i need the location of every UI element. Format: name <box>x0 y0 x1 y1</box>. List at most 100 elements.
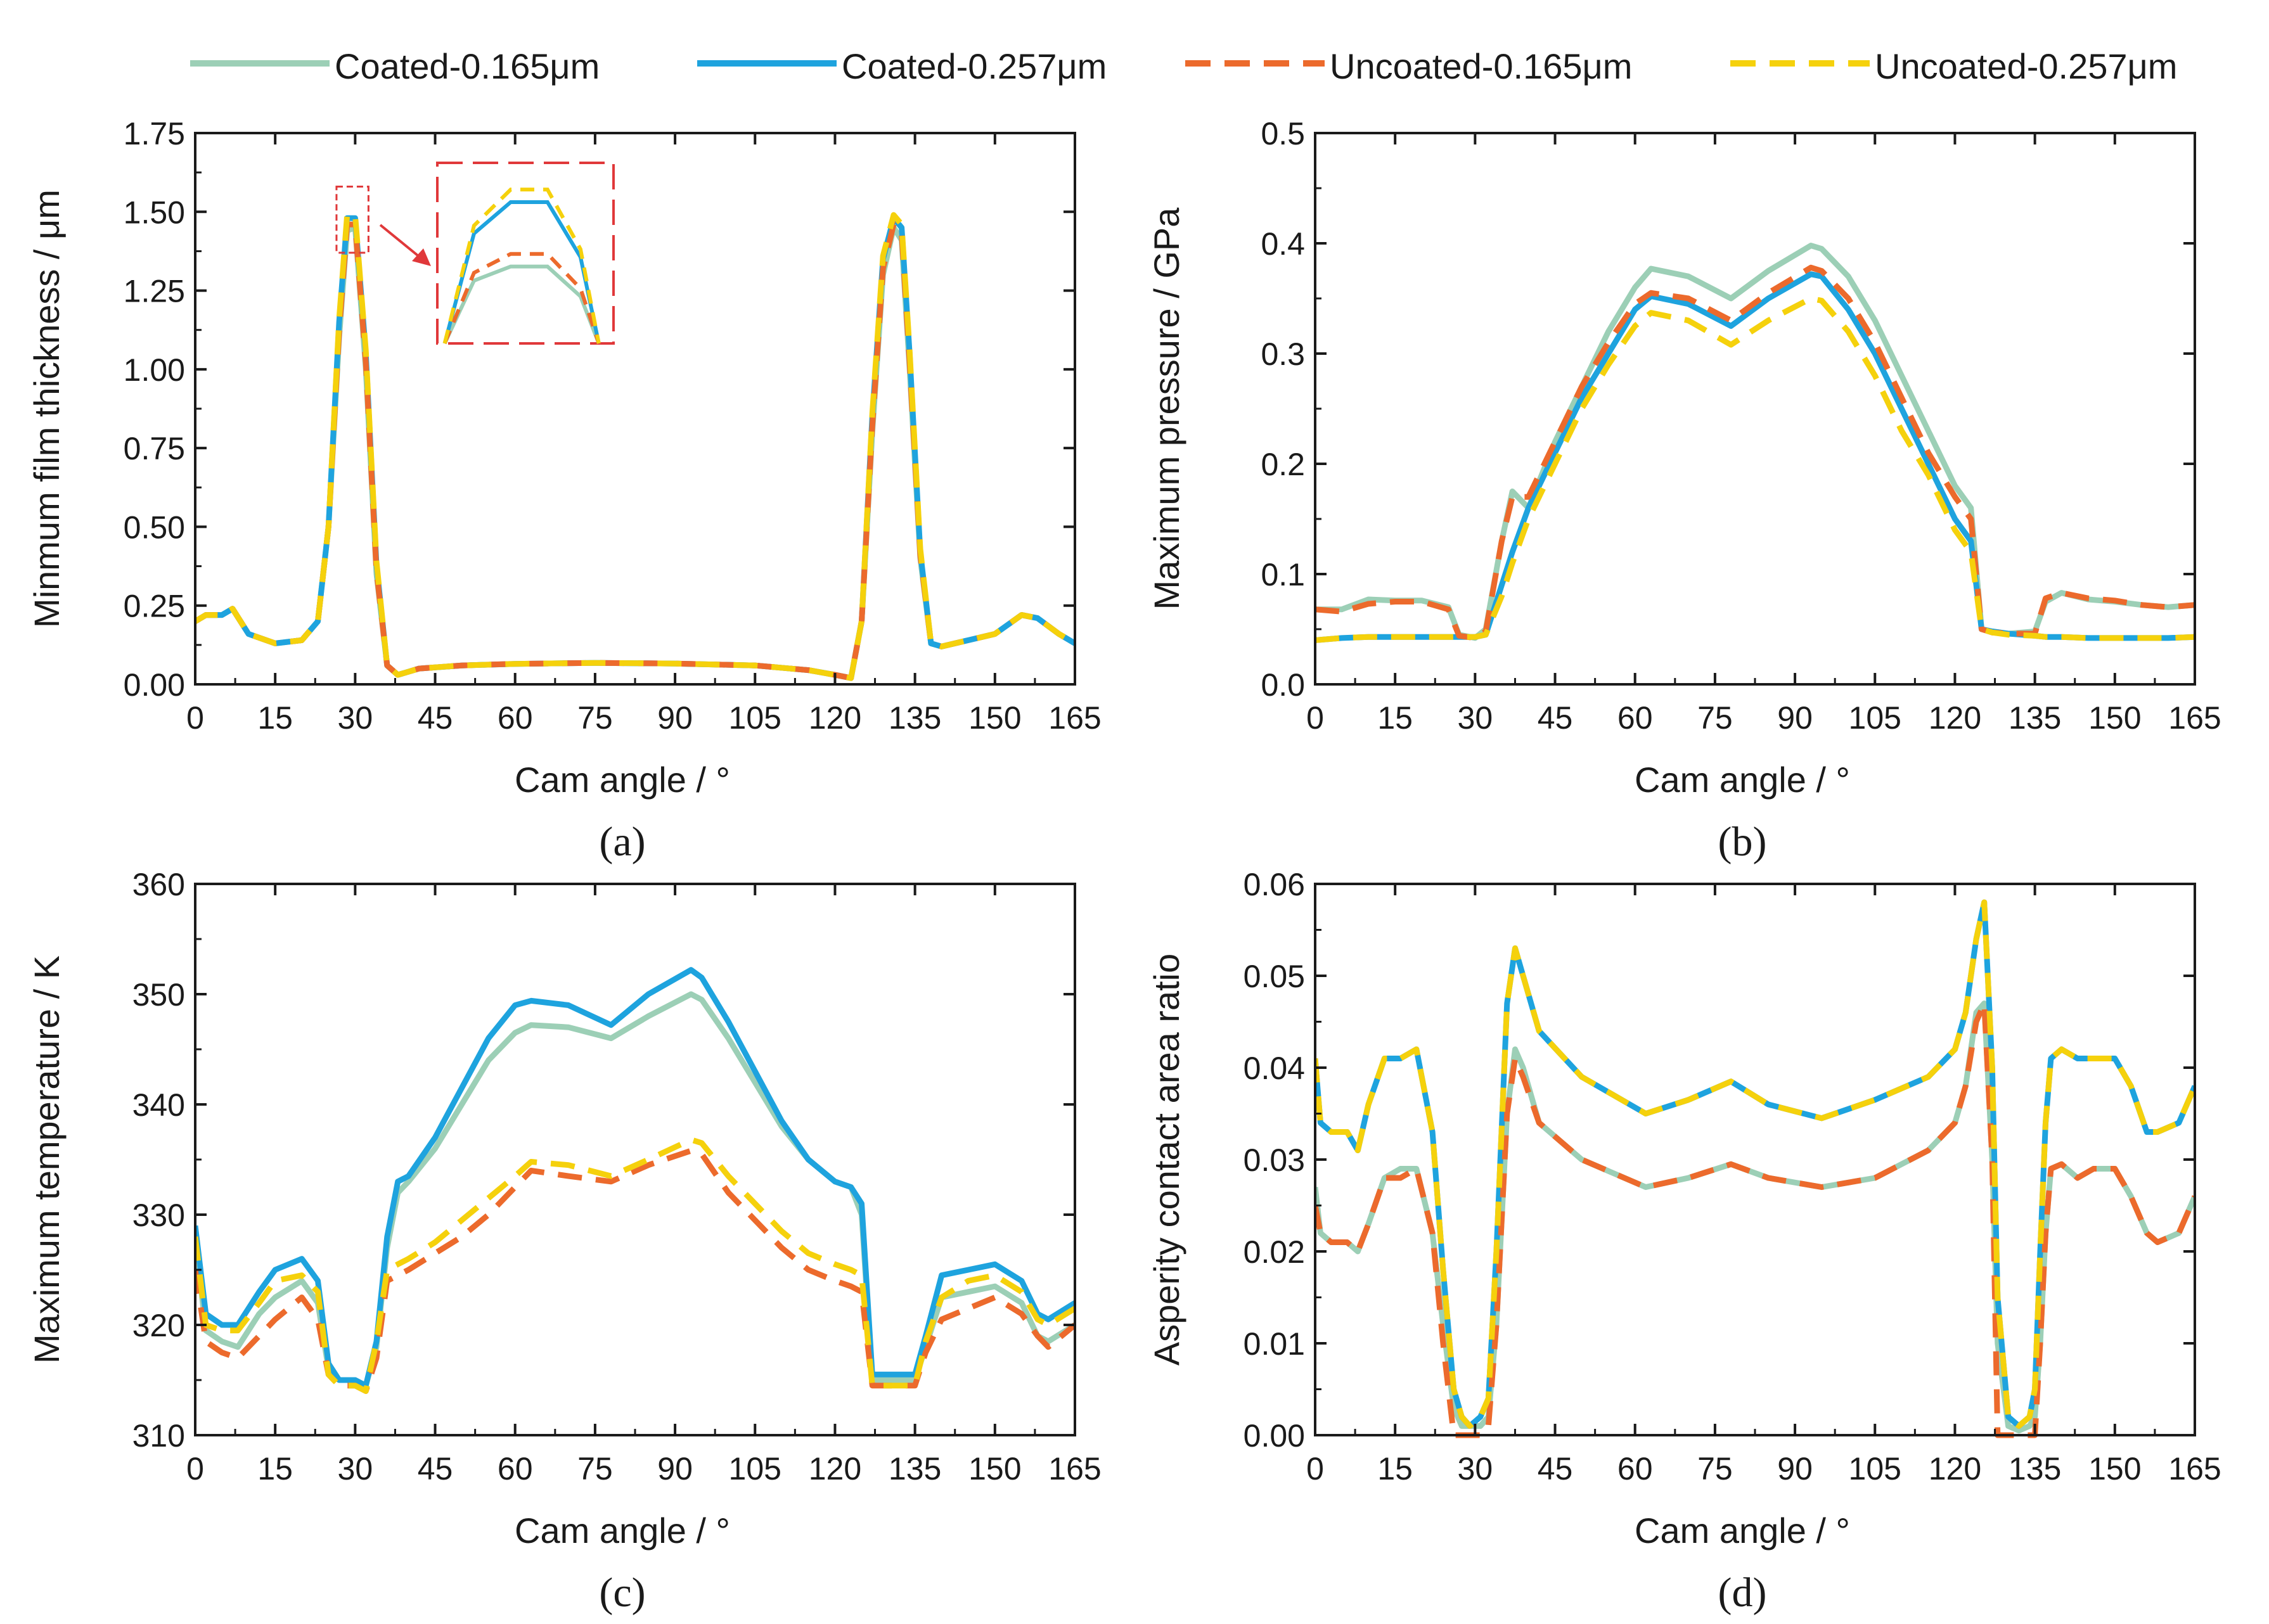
y-tick-label: 360 <box>132 867 185 902</box>
legend: Coated-0.165μm Coated-0.257μm Uncoated-0.1… <box>190 46 2177 86</box>
series-line <box>195 224 1075 681</box>
panel-label: (c) <box>599 1570 645 1616</box>
x-tick-label: 45 <box>418 1451 453 1487</box>
inset-series-line <box>442 188 601 344</box>
x-tick-label: 120 <box>809 700 861 736</box>
x-tick-label: 105 <box>1849 700 1901 736</box>
plot-area <box>1315 243 2195 643</box>
series-line <box>1315 295 2195 643</box>
legend-label: Coated-0.257μm <box>842 46 1107 86</box>
series-line <box>195 215 1075 681</box>
x-tick-label: 150 <box>968 700 1021 736</box>
x-tick-label: 150 <box>2088 1451 2141 1487</box>
y-tick-label: 330 <box>132 1198 185 1233</box>
x-tick-label: 90 <box>657 700 693 736</box>
x-tick-label: 45 <box>418 700 453 736</box>
series-line <box>195 221 1075 681</box>
plot-frame <box>1314 132 2196 686</box>
x-tick-label: 105 <box>729 1451 781 1487</box>
x-tick-label: 15 <box>1377 700 1413 736</box>
series-line <box>1315 264 2195 641</box>
x-axis-label: Cam angle / ° <box>515 1511 730 1550</box>
x-tick-label: 75 <box>1697 1451 1733 1487</box>
y-tick-label: 0.0 <box>1261 667 1305 703</box>
y-tick-label: 1.75 <box>124 116 185 151</box>
legend-entry: Coated-0.165μm <box>190 46 600 86</box>
x-tick-label: 105 <box>729 700 781 736</box>
y-tick-label: 1.50 <box>124 195 185 230</box>
zoom-source-box <box>335 186 370 254</box>
y-tick-label: 0.02 <box>1244 1234 1305 1270</box>
series-line <box>1315 1001 2195 1438</box>
x-tick-label: 135 <box>2009 1451 2061 1487</box>
legend-entry: Uncoated-0.165μm <box>1185 46 1632 86</box>
arrow-head-icon <box>412 248 431 266</box>
x-axis-label: Cam angle / ° <box>1635 760 1850 800</box>
chart-panels: 0 15 30 45 60 75 90 105 120 135 150 1650.000.250.50… <box>27 116 2221 1616</box>
x-tick-label: 60 <box>1617 700 1653 736</box>
x-axis-label: Cam angle / ° <box>515 760 730 800</box>
x-tick-label: 60 <box>498 1451 533 1487</box>
y-tick-label: 0.1 <box>1261 557 1305 592</box>
x-axis-label: Cam angle / ° <box>1635 1511 1850 1550</box>
plot-area <box>195 967 1075 1394</box>
x-tick-label: 0 <box>1306 700 1324 736</box>
legend-entry: Uncoated-0.257μm <box>1730 46 2177 86</box>
zoom-inset <box>335 162 615 345</box>
y-tick-label: 310 <box>132 1418 185 1454</box>
x-tick-label: 120 <box>1929 1451 1981 1487</box>
chart-panel: 0 15 30 45 60 75 90 105 120 135 150 165 0.00 0.25 0.50… <box>27 116 1102 865</box>
y-axis-label: Minmum film thickness / μm <box>27 189 67 628</box>
x-tick-label: 150 <box>2088 700 2141 736</box>
x-tick-label: 45 <box>1538 1451 1573 1487</box>
x-tick-label: 150 <box>968 1451 1021 1487</box>
series-line <box>195 991 1075 1389</box>
y-tick-label: 0.25 <box>124 589 185 624</box>
chart-panel: 0 15 30 45 60 75 90 105 120 135 150 165 310 320 330 340… <box>27 867 1102 1616</box>
x-tick-label: 165 <box>1048 1451 1101 1487</box>
legend-entry: Coated-0.257μm <box>697 46 1107 86</box>
inset-series-line <box>442 264 601 345</box>
panel-label: (b) <box>1718 819 1767 865</box>
plot-area <box>1315 899 2195 1438</box>
y-axis-label: Maximum temperature / K <box>27 956 67 1364</box>
y-tick-label: 0.3 <box>1261 336 1305 372</box>
x-tick-label: 105 <box>1849 1451 1901 1487</box>
x-tick-label: 90 <box>657 1451 693 1487</box>
y-axis-label: Asperity contact area ratio <box>1147 954 1186 1366</box>
y-tick-label: 350 <box>132 977 185 1013</box>
plot-area <box>195 212 1075 681</box>
y-tick-label: 0.4 <box>1261 226 1305 262</box>
y-tick-label: 0.00 <box>124 667 185 703</box>
series-line <box>1315 899 2195 1429</box>
chart-panel: 0 15 30 45 60 75 90 105 120 135 150 165 0.00 0.01 0.02… <box>1147 867 2221 1616</box>
x-tick-label: 15 <box>1377 1451 1413 1487</box>
legend-label: Uncoated-0.165μm <box>1330 46 1632 86</box>
y-axis-label: Maximum pressure / GPa <box>1147 207 1186 610</box>
x-tick-label: 0 <box>186 1451 204 1487</box>
y-tick-label: 0.05 <box>1244 959 1305 994</box>
y-tick-label: 340 <box>132 1087 185 1123</box>
x-tick-label: 165 <box>2168 1451 2221 1487</box>
y-tick-label: 0.00 <box>1244 1418 1305 1454</box>
zoom-arrow <box>379 224 423 260</box>
y-tick-label: 0.75 <box>124 431 185 466</box>
x-tick-label: 0 <box>1306 1451 1324 1487</box>
series-line <box>195 1137 1075 1394</box>
legend-label: Uncoated-0.257μm <box>1875 46 2177 86</box>
x-tick-label: 75 <box>1697 700 1733 736</box>
x-tick-label: 90 <box>1777 1451 1813 1487</box>
x-tick-label: 75 <box>577 700 613 736</box>
inset-series-line <box>442 252 601 345</box>
panel-label: (d) <box>1718 1570 1767 1616</box>
panel-label: (a) <box>599 819 645 865</box>
y-tick-label: 0.5 <box>1261 116 1305 151</box>
x-tick-label: 60 <box>1617 1451 1653 1487</box>
x-tick-label: 165 <box>1048 700 1101 736</box>
y-tick-label: 320 <box>132 1308 185 1343</box>
x-tick-label: 45 <box>1538 700 1573 736</box>
x-tick-label: 0 <box>186 700 204 736</box>
legend-label: Coated-0.165μm <box>335 46 600 86</box>
y-tick-label: 0.50 <box>124 509 185 545</box>
